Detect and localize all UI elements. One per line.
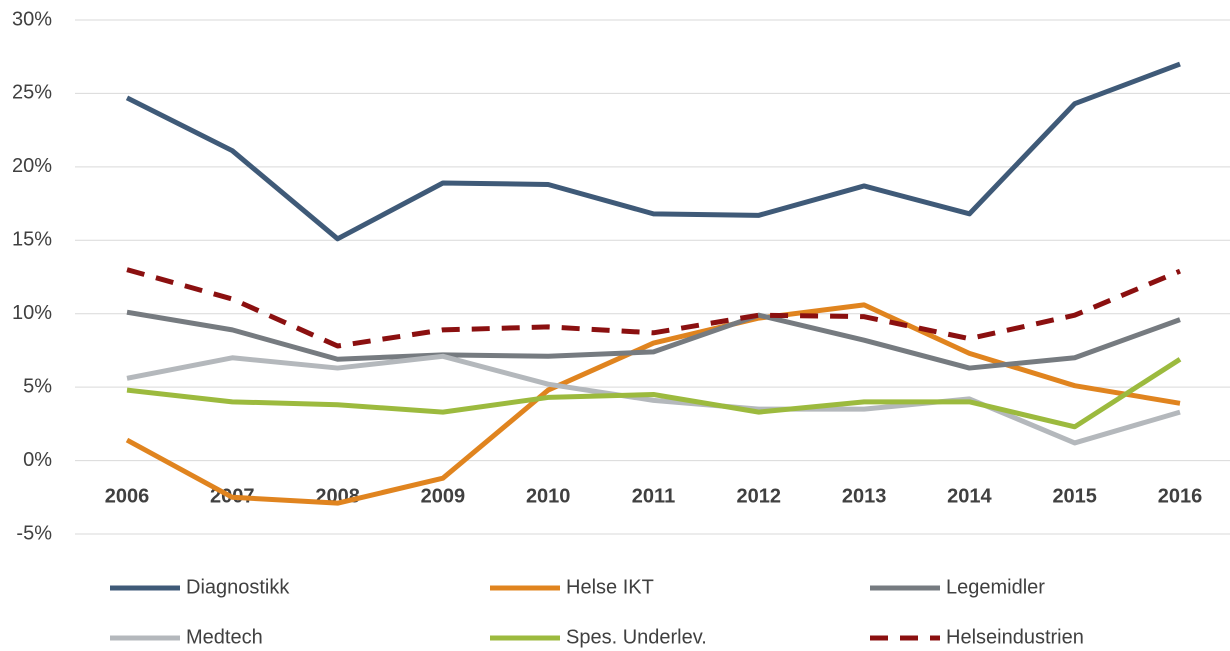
- y-tick-label: 30%: [12, 8, 52, 30]
- x-tick-label: 2015: [1052, 485, 1097, 507]
- y-tick-label: 5%: [23, 375, 52, 397]
- x-tick-label: 2014: [947, 485, 992, 507]
- y-tick-label: 0%: [23, 449, 52, 471]
- series-line: [126, 267, 1181, 349]
- y-tick-label: 25%: [12, 82, 52, 104]
- legend-label: Helseindustrien: [946, 626, 1084, 648]
- legend-label: Diagnostikk: [186, 576, 290, 598]
- legend-label: Spes. Underlev.: [566, 626, 707, 648]
- x-tick-label: 2016: [1158, 485, 1203, 507]
- y-tick-label: -5%: [16, 522, 52, 544]
- x-tick-label: 2011: [632, 485, 675, 507]
- y-tick-label: 10%: [12, 302, 52, 324]
- legend-label: Helse IKT: [566, 576, 654, 598]
- legend-label: Legemidler: [946, 576, 1045, 598]
- x-tick-label: 2006: [105, 485, 150, 507]
- series-line: [126, 357, 1182, 430]
- series-line: [126, 353, 1181, 446]
- x-tick-label: 2012: [737, 485, 782, 507]
- legend-label: Medtech: [186, 626, 263, 648]
- series-line: [126, 309, 1181, 371]
- y-tick-label: 20%: [12, 155, 52, 177]
- series-line: [125, 61, 1181, 242]
- x-tick-label: 2013: [842, 485, 887, 507]
- y-tick-label: 15%: [12, 229, 52, 251]
- x-tick-label: 2009: [421, 485, 466, 507]
- x-tick-label: 2010: [526, 485, 571, 507]
